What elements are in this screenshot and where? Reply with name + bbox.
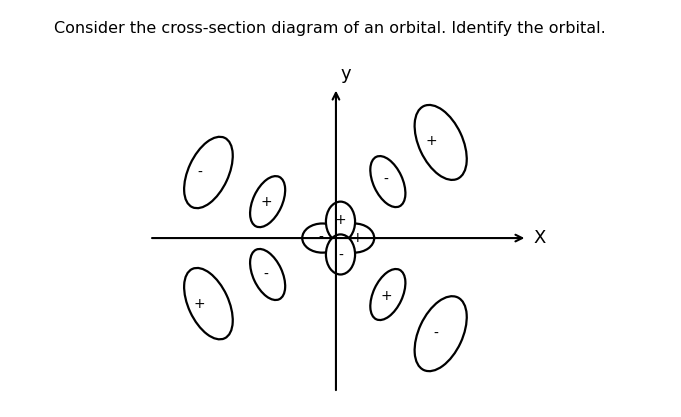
Ellipse shape [326,234,355,274]
Ellipse shape [250,176,285,227]
Ellipse shape [370,269,405,320]
Text: -: - [383,173,388,187]
Text: -: - [338,249,343,263]
Text: -: - [434,327,439,341]
Text: +: + [351,231,363,245]
Text: -: - [264,267,268,281]
Text: y: y [340,65,351,83]
Ellipse shape [370,156,405,207]
Ellipse shape [334,224,374,253]
Text: +: + [426,133,437,148]
Ellipse shape [415,296,466,371]
Text: +: + [193,296,205,311]
Ellipse shape [184,268,233,339]
Text: -: - [197,166,202,179]
Ellipse shape [184,137,233,208]
Text: X: X [534,229,546,247]
Text: +: + [380,289,392,303]
Text: -: - [318,231,323,245]
Text: +: + [334,213,347,227]
Ellipse shape [326,202,355,242]
Ellipse shape [250,249,285,300]
Ellipse shape [302,224,343,253]
Ellipse shape [415,105,466,180]
Text: +: + [260,195,272,208]
Text: Consider the cross-section diagram of an orbital. Identify the orbital.: Consider the cross-section diagram of an… [54,21,606,36]
